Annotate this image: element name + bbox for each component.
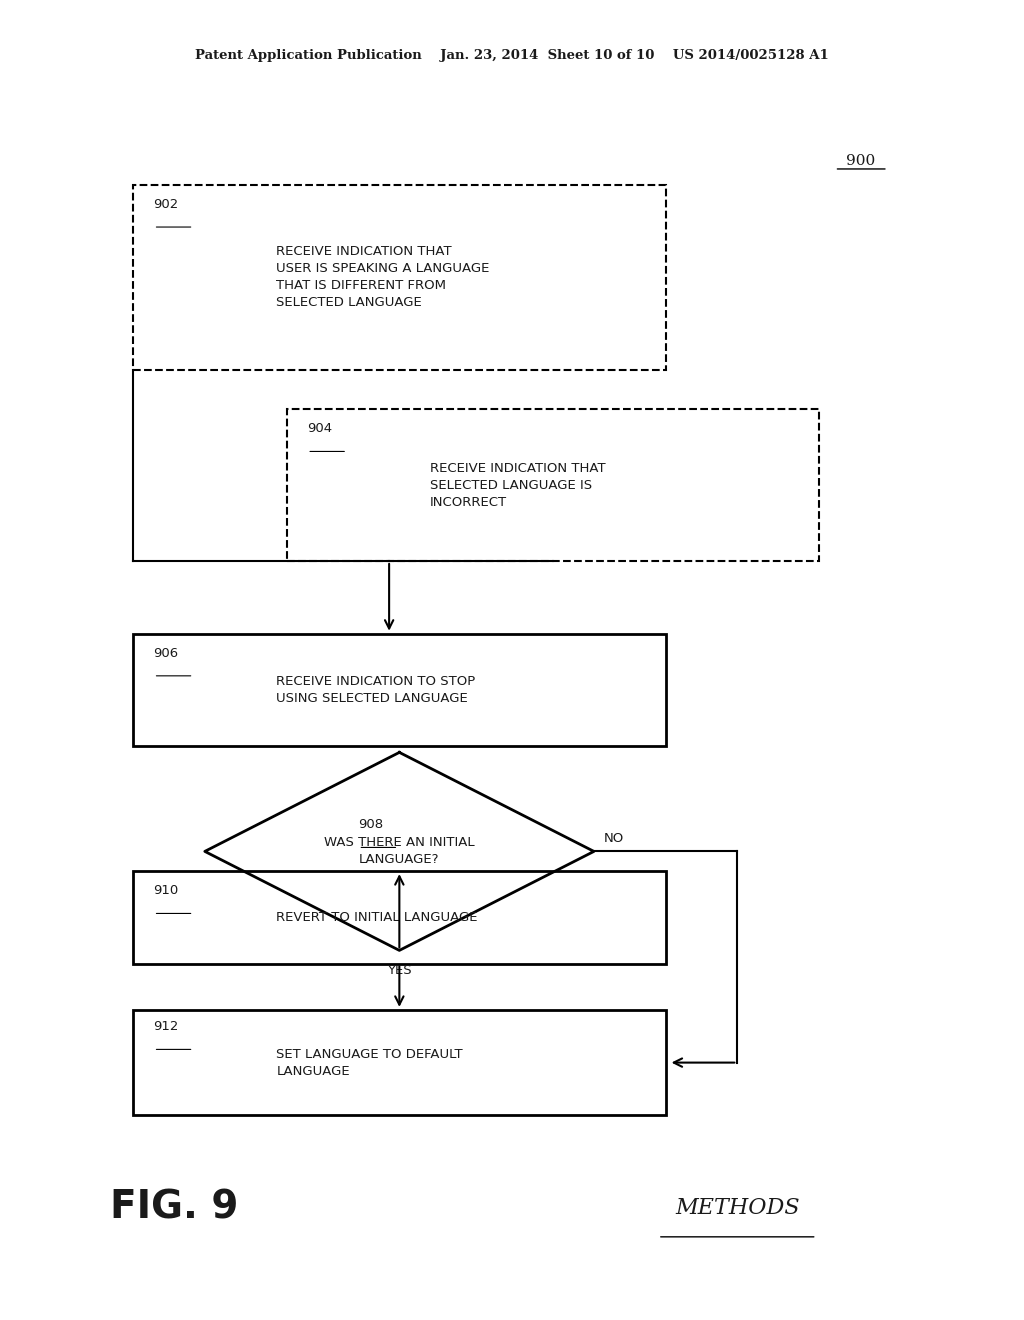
Text: 904: 904 xyxy=(307,422,333,436)
Text: Patent Application Publication    Jan. 23, 2014  Sheet 10 of 10    US 2014/00251: Patent Application Publication Jan. 23, … xyxy=(196,49,828,62)
FancyBboxPatch shape xyxy=(287,409,819,561)
Text: 910: 910 xyxy=(154,884,179,898)
Polygon shape xyxy=(205,752,594,950)
Text: REVERT TO INITIAL LANGUAGE: REVERT TO INITIAL LANGUAGE xyxy=(276,911,478,924)
Text: METHODS: METHODS xyxy=(675,1197,800,1218)
Text: RECEIVE INDICATION TO STOP
USING SELECTED LANGUAGE: RECEIVE INDICATION TO STOP USING SELECTE… xyxy=(276,675,476,705)
Text: NO: NO xyxy=(604,832,625,845)
Text: 900: 900 xyxy=(846,154,874,168)
Text: 912: 912 xyxy=(154,1020,179,1034)
Text: 902: 902 xyxy=(154,198,179,211)
Text: YES: YES xyxy=(387,964,412,977)
Text: WAS THERE AN INITIAL
LANGUAGE?: WAS THERE AN INITIAL LANGUAGE? xyxy=(324,837,475,866)
Text: 908: 908 xyxy=(358,818,384,832)
Text: RECEIVE INDICATION THAT
SELECTED LANGUAGE IS
INCORRECT: RECEIVE INDICATION THAT SELECTED LANGUAG… xyxy=(430,462,606,508)
FancyBboxPatch shape xyxy=(133,1010,666,1115)
Text: FIG. 9: FIG. 9 xyxy=(110,1189,239,1226)
FancyBboxPatch shape xyxy=(133,185,666,370)
FancyBboxPatch shape xyxy=(133,634,666,746)
Text: SET LANGUAGE TO DEFAULT
LANGUAGE: SET LANGUAGE TO DEFAULT LANGUAGE xyxy=(276,1048,463,1077)
Text: 906: 906 xyxy=(154,647,179,660)
Text: RECEIVE INDICATION THAT
USER IS SPEAKING A LANGUAGE
THAT IS DIFFERENT FROM
SELEC: RECEIVE INDICATION THAT USER IS SPEAKING… xyxy=(276,246,489,309)
FancyBboxPatch shape xyxy=(133,871,666,964)
